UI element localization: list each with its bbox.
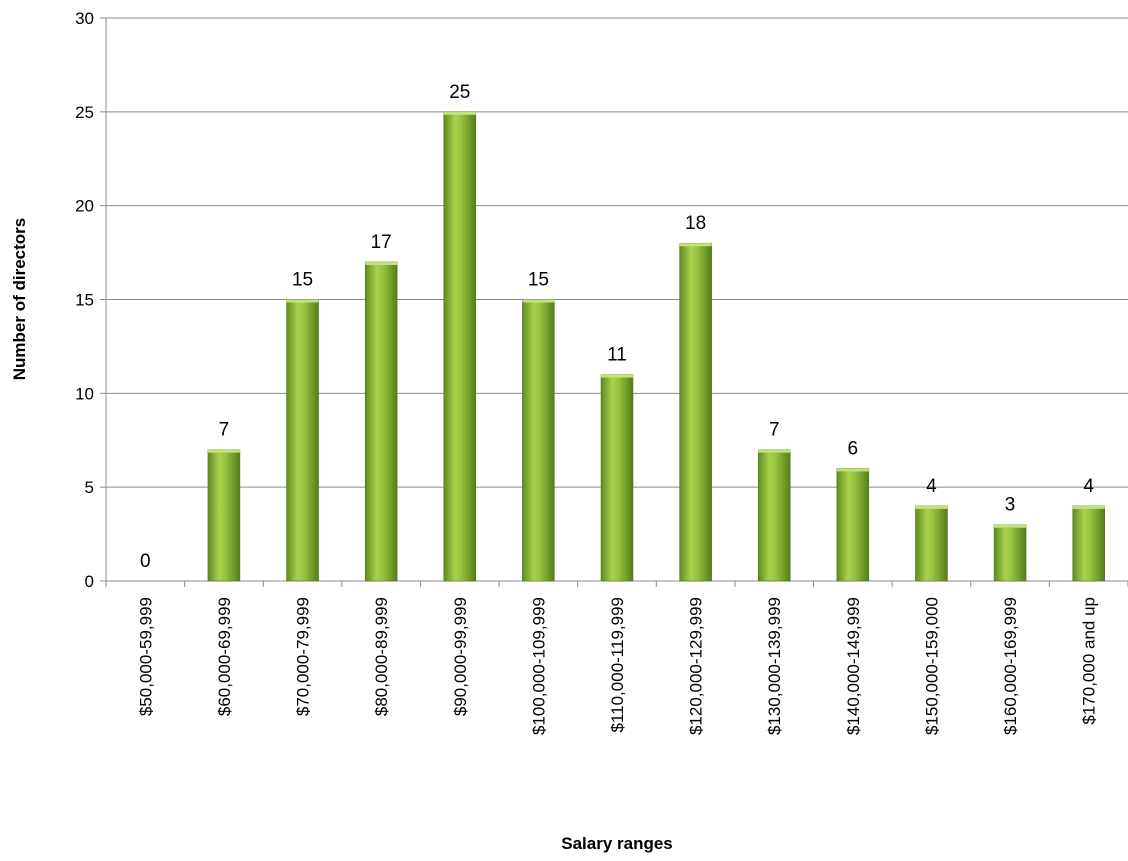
bar [522, 299, 555, 582]
bar [364, 261, 398, 582]
data-label: 4 [1083, 476, 1094, 497]
y-tick-labels: 0 5 10 15 20 25 30 [75, 9, 94, 591]
data-label: 4 [926, 476, 937, 497]
data-label: 0 [140, 551, 151, 572]
y-tick-label: 10 [75, 384, 94, 403]
x-category-labels: $50,000-59,999 $60,000-69,999 $70,000-79,9… [136, 597, 1098, 735]
bar [443, 111, 477, 582]
bar [600, 374, 634, 582]
x-category-label: $150,000-159,000 [922, 597, 941, 735]
bar [1072, 505, 1105, 582]
bar-highlight [679, 243, 712, 247]
data-label: 17 [371, 232, 392, 253]
y-tick-label: 20 [75, 197, 94, 216]
y-tick-label: 25 [75, 103, 94, 122]
bar [915, 505, 948, 582]
gridlines [106, 17, 1128, 488]
bars [207, 111, 1105, 582]
data-labels: 0 7 15 17 25 15 11 18 7 6 4 3 4 [140, 82, 1094, 572]
x-category-label: $100,000-109,999 [529, 597, 548, 735]
x-category-label: $80,000-89,999 [372, 597, 391, 716]
x-category-label: $160,000-169,999 [1001, 597, 1020, 735]
bar-highlight [522, 299, 555, 303]
x-category-label: $60,000-69,999 [215, 597, 234, 716]
x-category-label: $70,000-79,999 [294, 597, 313, 716]
bar [286, 299, 319, 582]
data-label: 7 [769, 420, 780, 441]
y-tick-label: 30 [75, 9, 94, 28]
x-category-label: $130,000-139,999 [765, 597, 784, 735]
bar-highlight [758, 449, 791, 453]
x-category-label: $110,000-119,999 [608, 597, 627, 733]
bar [836, 468, 870, 582]
x-category-label: $120,000-129,999 [687, 597, 706, 735]
x-category-label: $170,000 and up [1080, 597, 1099, 725]
y-axis-title: Number of directors [10, 218, 29, 380]
data-label: 7 [219, 420, 230, 441]
bar-highlight [915, 505, 948, 509]
data-label: 3 [1005, 495, 1016, 516]
x-category-label: $50,000-59,999 [136, 597, 155, 716]
bar-highlight [207, 449, 240, 453]
data-label: 25 [449, 82, 470, 103]
bar-highlight [443, 111, 476, 115]
bar [993, 524, 1027, 582]
x-category-label: $140,000-149,999 [844, 597, 863, 735]
bar-highlight [601, 374, 633, 378]
data-label: 15 [292, 270, 313, 291]
bar-highlight [365, 261, 398, 265]
bar [757, 449, 791, 582]
y-tick-label: 0 [85, 572, 94, 591]
y-tick-label: 15 [75, 291, 94, 310]
bar [679, 242, 712, 582]
bar-highlight [994, 524, 1027, 528]
data-label: 11 [607, 345, 627, 366]
bar [207, 449, 241, 582]
bar-highlight [286, 299, 319, 303]
bar-highlight [1072, 505, 1105, 509]
data-label: 18 [685, 213, 706, 234]
data-label: 6 [848, 438, 859, 459]
x-axis-title: Salary ranges [561, 834, 673, 853]
x-category-label: $90,000-99,999 [451, 597, 470, 716]
data-label: 15 [528, 270, 549, 291]
bar-highlight [836, 468, 869, 472]
y-tick-label: 5 [85, 478, 94, 497]
